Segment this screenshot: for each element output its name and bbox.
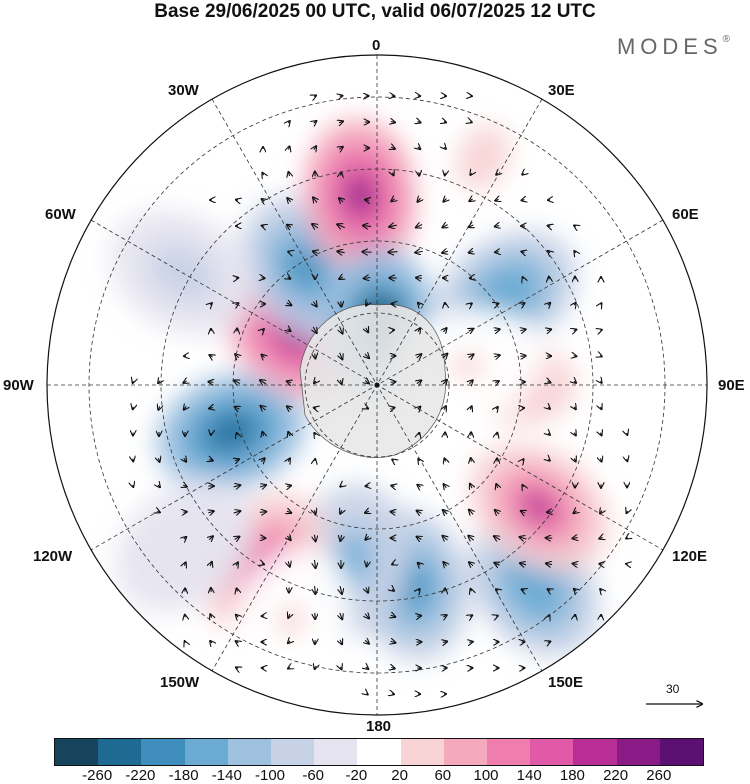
wind-arrow	[601, 303, 602, 304]
lon-label-0: 0	[372, 37, 380, 55]
colorbar-segment	[401, 739, 444, 765]
colorbar-segment	[617, 739, 660, 765]
wind-arrow	[391, 512, 396, 513]
wind-arrow	[262, 564, 264, 565]
wind-arrow	[469, 642, 472, 643]
colorbar-segment	[660, 739, 703, 765]
wind-arrow	[133, 381, 134, 383]
wind-arrow	[497, 433, 498, 435]
colorbar-tick-label: -180	[169, 768, 199, 783]
wind-arrow	[627, 459, 628, 461]
wind-arrow	[237, 433, 238, 435]
wind-arrow	[419, 433, 420, 435]
wind-arrow	[600, 330, 601, 331]
colorbar-segment	[444, 739, 487, 765]
colorbar-tick-label: 60	[434, 768, 451, 783]
colorbar-segment	[271, 739, 314, 765]
wind-arrow	[392, 408, 395, 409]
colorbar-segment	[487, 739, 530, 765]
wind-arrow	[522, 200, 525, 201]
colorbar-ticks: -260 -220 -180 -140 -100 -60 -20 20 60 100 140 180 2…	[54, 768, 702, 784]
wind-arrow	[520, 356, 525, 357]
colorbar-tick-label: -20	[346, 768, 368, 783]
colorbar-tick-label: -220	[125, 768, 155, 783]
wind-arrow	[523, 277, 524, 279]
lon-label-90e: 90E	[718, 377, 745, 395]
wind-arrow	[237, 589, 238, 592]
wind-arrow	[341, 301, 342, 306]
wind-arrow	[548, 226, 551, 227]
wind-arrow	[627, 433, 628, 435]
lon-label-150e: 150E	[548, 674, 583, 692]
reference-vector: 30	[640, 682, 710, 712]
lon-label-120w: 120W	[33, 548, 72, 566]
wind-arrow	[366, 694, 367, 695]
lon-label-60e: 60E	[672, 206, 699, 224]
lon-label-90w: 90W	[3, 377, 34, 395]
wind-arrow	[315, 667, 316, 669]
wind-arrow	[470, 122, 471, 123]
wind-arrow	[209, 382, 214, 383]
colorbar-segment	[98, 739, 141, 765]
colorbar-segment	[185, 739, 228, 765]
colorbar-segment	[228, 739, 271, 765]
pole-marker	[375, 383, 380, 388]
wind-arrow	[185, 641, 186, 643]
wind-arrow	[315, 354, 316, 359]
wind-arrow	[574, 356, 577, 357]
wind-arrow	[444, 122, 446, 123]
wind-arrow	[392, 460, 393, 461]
colorbar-tick-label: 180	[560, 768, 585, 783]
colorbar-tick-label: 260	[646, 768, 671, 783]
lon-label-120e: 120E	[672, 548, 707, 566]
wind-arrow	[471, 589, 472, 591]
antarctica-landmass	[300, 304, 446, 457]
wind-arrow	[471, 458, 472, 462]
reference-vector-arrow	[640, 682, 710, 712]
lon-label-60w: 60W	[45, 206, 76, 224]
wind-arrow	[496, 616, 498, 617]
lon-label-150w: 150W	[160, 674, 199, 692]
wind-arrow	[260, 512, 266, 513]
wind-arrow	[523, 459, 524, 460]
wind-arrow	[262, 226, 264, 227]
wind-arrow	[600, 356, 601, 357]
wind-arrow	[599, 564, 602, 565]
colorbar-tick-label: 140	[517, 768, 542, 783]
wind-arrow	[133, 407, 134, 409]
lon-label-180: 180	[366, 718, 391, 736]
colorbar-segment	[530, 739, 573, 765]
lon-label-30e: 30E	[548, 82, 575, 100]
colorbar-tick-label: -140	[212, 768, 242, 783]
lon-label-30w: 30W	[168, 82, 199, 100]
colorbar-segment	[55, 739, 98, 765]
colorbar-segment	[314, 739, 357, 765]
wind-arrow	[416, 278, 422, 279]
wind-arrow	[392, 564, 394, 565]
colorbar	[54, 738, 704, 766]
colorbar-tick-label: 100	[473, 768, 498, 783]
colorbar-tick-label: -100	[255, 768, 285, 783]
colorbar-tick-label: 20	[391, 768, 408, 783]
colorbar-segment	[141, 739, 184, 765]
wind-arrow	[133, 485, 134, 487]
colorbar-tick-label: -260	[82, 768, 112, 783]
wind-arrow	[158, 512, 160, 513]
wind-arrow	[341, 172, 342, 175]
wind-arrow	[340, 96, 343, 97]
wind-arrow	[417, 616, 421, 617]
colorbar-segment	[573, 739, 616, 765]
colorbar-segment	[357, 739, 400, 765]
wind-arrow	[388, 252, 397, 253]
wind-arrow	[314, 408, 316, 409]
wind-arrow	[365, 200, 369, 201]
colorbar-tick-label: -60	[302, 768, 324, 783]
colorbar-tick-label: 220	[603, 768, 628, 783]
